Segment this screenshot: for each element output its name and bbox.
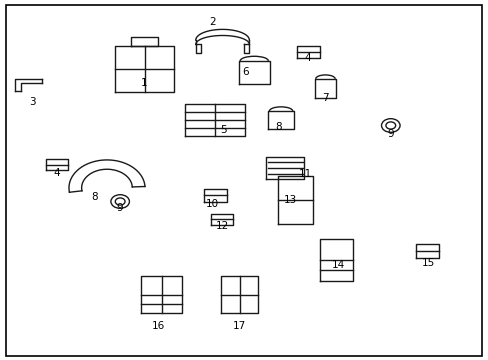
Text: 7: 7 xyxy=(321,93,327,103)
Text: 4: 4 xyxy=(53,168,60,178)
Text: 2: 2 xyxy=(209,17,216,27)
Text: 3: 3 xyxy=(29,97,36,107)
Text: 9: 9 xyxy=(386,129,393,139)
Text: 11: 11 xyxy=(298,168,311,179)
Text: 12: 12 xyxy=(215,221,228,230)
Text: 5: 5 xyxy=(219,125,226,135)
Text: 13: 13 xyxy=(283,195,296,206)
Text: 14: 14 xyxy=(331,260,344,270)
Text: 16: 16 xyxy=(151,321,164,331)
Text: 10: 10 xyxy=(205,199,219,209)
Text: 15: 15 xyxy=(421,258,434,268)
Text: 8: 8 xyxy=(275,122,282,132)
Text: 1: 1 xyxy=(141,78,147,88)
Text: 6: 6 xyxy=(242,67,248,77)
Text: 17: 17 xyxy=(232,321,245,331)
Text: 4: 4 xyxy=(304,53,310,63)
Text: 9: 9 xyxy=(117,203,123,213)
Text: 8: 8 xyxy=(91,192,98,202)
